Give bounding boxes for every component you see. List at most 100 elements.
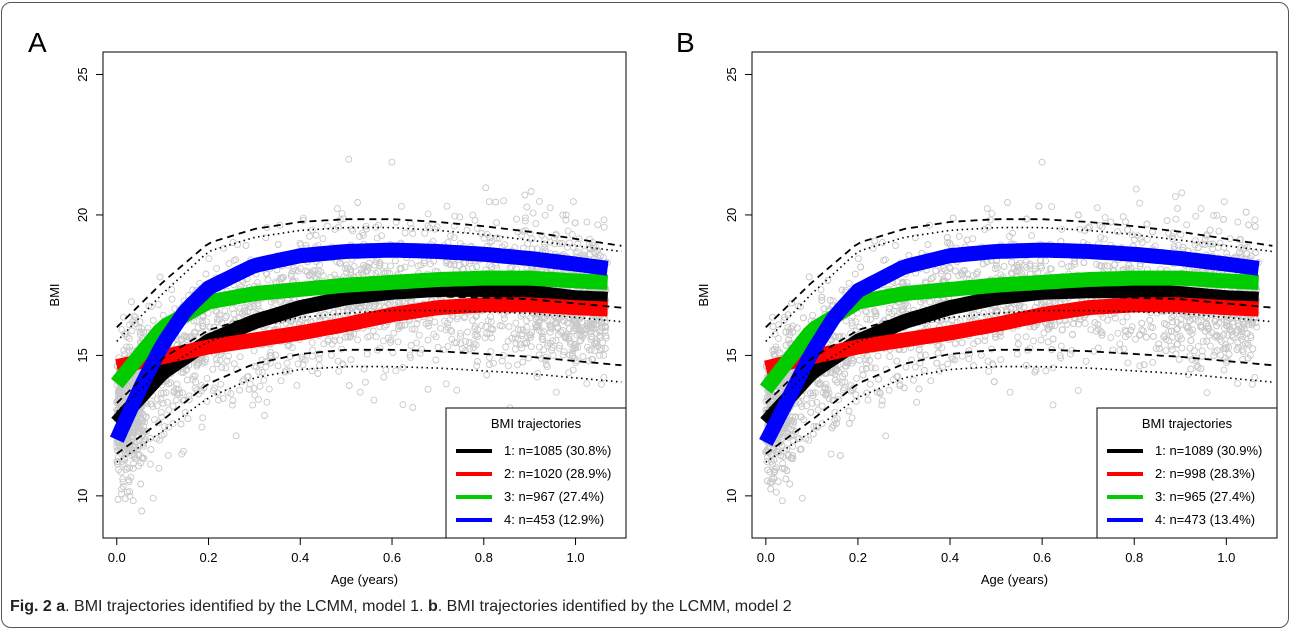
scatter-point	[1149, 228, 1156, 236]
scatter-point	[1116, 346, 1124, 354]
scatter-point	[115, 453, 122, 461]
scatter-point	[407, 342, 415, 349]
scatter-point	[314, 370, 322, 377]
scatter-point	[1183, 221, 1191, 229]
scatter-point	[1251, 216, 1259, 224]
scatter-point	[1128, 323, 1136, 331]
scatter-point	[130, 460, 137, 468]
scatter-point	[155, 464, 163, 472]
scatter-point	[943, 234, 951, 241]
scatter-point	[191, 328, 199, 336]
scatter-point	[583, 218, 591, 226]
scatter-point	[375, 303, 383, 311]
scatter-point	[1116, 340, 1124, 348]
scatter-point	[797, 445, 805, 453]
scatter-point	[565, 239, 573, 247]
scatter-point	[464, 328, 471, 336]
scatter-point	[147, 446, 155, 453]
scatter-point	[345, 155, 353, 163]
scatter-point	[199, 322, 207, 330]
scatter-point	[926, 298, 934, 306]
scatter-point	[902, 363, 910, 371]
scatter-point	[863, 352, 871, 360]
scatter-point	[587, 335, 595, 343]
scatter-point	[852, 318, 860, 326]
scatter-point	[601, 345, 609, 352]
scatter-point	[213, 389, 221, 397]
scatter-point	[209, 365, 217, 373]
scatter-point	[213, 308, 221, 316]
scatter-point	[227, 390, 235, 398]
scatter-point	[1093, 260, 1100, 268]
scatter-point	[376, 262, 384, 270]
scatter-point	[1241, 241, 1249, 249]
scatter-point	[521, 214, 529, 222]
scatter-point	[1251, 373, 1259, 381]
scatter-point	[944, 360, 952, 368]
scatter-point	[527, 188, 535, 195]
scatter-point	[242, 242, 250, 249]
scatter-point	[471, 325, 479, 333]
scatter-point	[586, 235, 593, 243]
scatter-point	[560, 317, 568, 325]
scatter-point	[1225, 350, 1233, 358]
scatter-point	[873, 388, 881, 396]
scatter-point	[1248, 321, 1256, 329]
scatter-point	[1000, 263, 1008, 270]
scatter-point	[442, 259, 450, 267]
scatter-point	[564, 227, 572, 235]
scatter-point	[378, 232, 386, 240]
scatter-point	[929, 273, 937, 281]
scatter-point	[1175, 356, 1183, 363]
scatter-point	[1220, 215, 1228, 223]
scatter-point	[1244, 341, 1252, 349]
scatter-point	[833, 365, 841, 373]
legend-label-4: 4: n=453 (12.9%)	[504, 512, 604, 527]
scatter-point	[483, 330, 491, 337]
scatter-point	[1069, 331, 1076, 338]
scatter-point	[594, 320, 602, 328]
scatter-point	[784, 311, 792, 319]
scatter-point	[525, 331, 533, 339]
scatter-point	[866, 380, 874, 388]
scatter-point	[241, 307, 248, 315]
scatter-point	[1038, 158, 1046, 166]
scatter-point	[958, 352, 966, 360]
scatter-point	[128, 327, 136, 335]
scatter-point	[511, 345, 519, 353]
scatter-point	[453, 386, 461, 394]
scatter-point	[126, 321, 133, 329]
scatter-point	[1003, 307, 1011, 315]
scatter-point	[414, 262, 422, 270]
scatter-point	[333, 205, 341, 213]
scatter-point	[852, 374, 860, 382]
scatter-point	[274, 362, 282, 370]
scatter-point	[818, 402, 826, 410]
scatter-point	[500, 197, 508, 205]
scatter-point	[561, 333, 569, 341]
scatter-point	[213, 360, 221, 368]
scatter-point	[399, 364, 407, 371]
scatter-point	[961, 267, 969, 274]
scatter-point	[431, 225, 439, 233]
scatter-point	[224, 388, 232, 396]
scatter-point	[805, 436, 813, 444]
scatter-point	[587, 323, 595, 331]
panel-letter: B	[676, 27, 695, 58]
scatter-point	[783, 467, 791, 474]
scatter-point	[492, 198, 500, 206]
scatter-point	[1173, 340, 1181, 348]
scatter-point	[390, 329, 398, 337]
scatter-point	[137, 480, 145, 488]
scatter-point	[177, 420, 185, 428]
scatter-point	[486, 329, 494, 337]
scatter-point	[1213, 347, 1221, 355]
scatter-point	[848, 319, 856, 327]
scatter-point	[409, 404, 417, 411]
scatter-point	[836, 452, 844, 460]
scatter-point	[510, 330, 518, 338]
scatter-point	[835, 368, 843, 376]
scatter-point	[538, 333, 546, 340]
scatter-point	[1192, 237, 1200, 245]
scatter-point	[826, 296, 834, 304]
